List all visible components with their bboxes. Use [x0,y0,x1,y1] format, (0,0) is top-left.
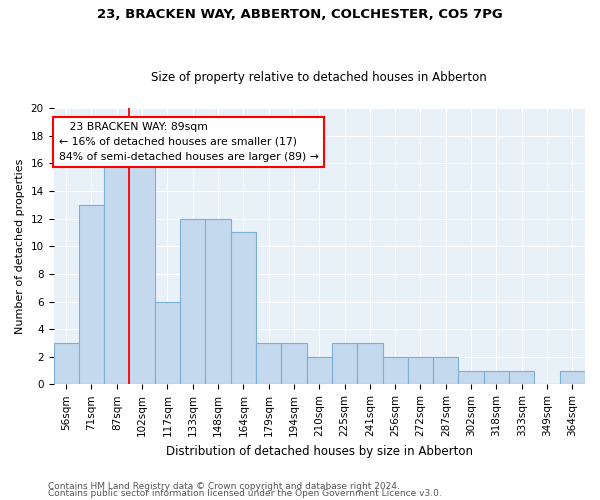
Text: 23 BRACKEN WAY: 89sqm
← 16% of detached houses are smaller (17)
84% of semi-deta: 23 BRACKEN WAY: 89sqm ← 16% of detached … [59,122,319,162]
Title: Size of property relative to detached houses in Abberton: Size of property relative to detached ho… [151,70,487,84]
Bar [383,356,408,384]
Y-axis label: Number of detached properties: Number of detached properties [15,158,25,334]
Bar [256,343,281,384]
X-axis label: Distribution of detached houses by size in Abberton: Distribution of detached houses by size … [166,444,473,458]
Bar [357,343,383,384]
Bar [332,343,357,384]
Bar [53,343,79,384]
Bar [307,356,332,384]
Text: 23, BRACKEN WAY, ABBERTON, COLCHESTER, CO5 7PG: 23, BRACKEN WAY, ABBERTON, COLCHESTER, C… [97,8,503,20]
Bar [230,232,256,384]
Bar [104,164,130,384]
Bar [560,370,585,384]
Bar [281,343,307,384]
Bar [155,302,180,384]
Bar [205,218,230,384]
Bar [180,218,205,384]
Text: Contains HM Land Registry data © Crown copyright and database right 2024.: Contains HM Land Registry data © Crown c… [48,482,400,491]
Bar [408,356,433,384]
Bar [130,150,155,384]
Bar [458,370,484,384]
Bar [509,370,535,384]
Text: Contains public sector information licensed under the Open Government Licence v3: Contains public sector information licen… [48,489,442,498]
Bar [79,205,104,384]
Bar [433,356,458,384]
Bar [484,370,509,384]
